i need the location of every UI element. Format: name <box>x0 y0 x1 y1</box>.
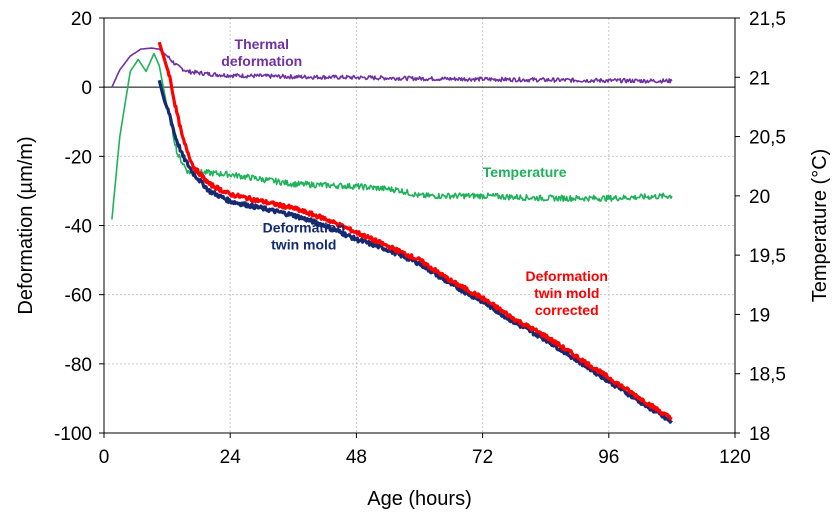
y2-tick-label: 19 <box>749 305 770 326</box>
y2-tick-label: 20,5 <box>749 128 786 149</box>
series-annotation: Deformation twin mold corrected <box>526 268 608 318</box>
y-tick-labels: 20 0 -20 -40 -60 -80 -100 <box>54 9 92 445</box>
annotation-line: Temperature <box>483 164 567 180</box>
series-line <box>111 52 673 220</box>
x-tick-label: 24 <box>220 447 242 468</box>
annotation-line: Deformation <box>263 219 345 235</box>
y2-tick-label: 21 <box>749 68 770 89</box>
x-tick-labels: 0 24 48 72 96 120 <box>99 447 751 468</box>
series-lines <box>111 41 673 424</box>
y2-tick-label: 19,5 <box>749 246 786 267</box>
y-tick-label: -80 <box>65 355 92 376</box>
series-annotation: Deformation twin mold <box>263 219 345 252</box>
y-tick-label: -20 <box>65 147 92 168</box>
y2-tick-label: 20 <box>749 187 770 208</box>
x-tick-label: 96 <box>598 447 619 468</box>
y-tick-label: -60 <box>65 286 92 307</box>
annotation-line: deformation <box>221 53 302 69</box>
x-tick-label: 0 <box>99 447 110 468</box>
y2-tick-label: 21,5 <box>749 9 786 30</box>
annotation-line: twin mold <box>534 285 599 301</box>
y2-tick-label: 18 <box>749 424 770 445</box>
x-tick-label: 120 <box>719 447 751 468</box>
annotations: Thermal deformation Temperature Deformation… <box>221 36 608 318</box>
y-tick-label: 20 <box>71 9 92 30</box>
y2-tick-label: 18,5 <box>749 365 786 386</box>
y-tick-label: -40 <box>65 217 92 238</box>
tick-marks <box>99 17 740 438</box>
x-axis-title: Age (hours) <box>367 488 472 510</box>
y-axis-title: Deformation (µm/m) <box>15 136 37 314</box>
annotation-line: twin mold <box>271 236 336 252</box>
series-line <box>111 47 673 88</box>
series-annotation: Temperature <box>483 164 567 180</box>
y-tick-label: 0 <box>81 78 92 99</box>
annotation-line: Thermal <box>235 36 289 52</box>
y-tick-label: -100 <box>54 424 92 445</box>
annotation-line: Deformation <box>526 268 608 284</box>
y2-axis-title: Temperature (°C) <box>809 149 831 303</box>
y2-tick-labels: 21,5 21 20,5 20 19,5 19 18,5 18 <box>749 9 786 445</box>
annotation-line: corrected <box>535 302 599 318</box>
series-line <box>157 41 673 421</box>
x-tick-label: 48 <box>346 447 367 468</box>
x-tick-label: 72 <box>472 447 493 468</box>
series-annotation: Thermal deformation <box>221 36 302 69</box>
